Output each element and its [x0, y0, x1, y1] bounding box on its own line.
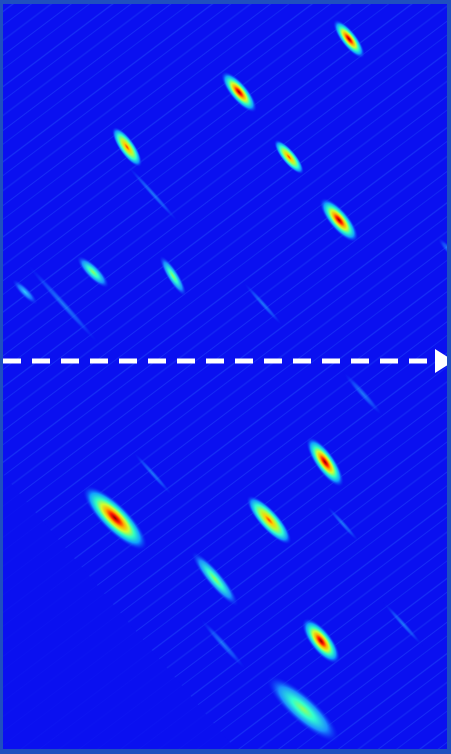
arrow-head-icon [435, 349, 447, 373]
heatmap-image [3, 4, 447, 749]
hotspot [246, 495, 292, 545]
hotspot [305, 436, 345, 488]
hotspot [159, 255, 187, 297]
dark-wedge [3, 474, 236, 749]
faint-streaks [26, 164, 447, 671]
hotspot [11, 278, 39, 306]
hotspot [273, 139, 305, 175]
hotspot [266, 675, 340, 743]
hotspot [82, 485, 148, 551]
hotspot-blobs [11, 19, 366, 743]
hotspot [191, 550, 239, 608]
hotspot [111, 126, 143, 168]
hotspot [76, 255, 110, 289]
hotspot [220, 71, 258, 113]
hotspot [301, 617, 341, 665]
dashed-arrow [3, 349, 447, 373]
hotspot [332, 19, 366, 59]
hotspot [319, 197, 359, 243]
